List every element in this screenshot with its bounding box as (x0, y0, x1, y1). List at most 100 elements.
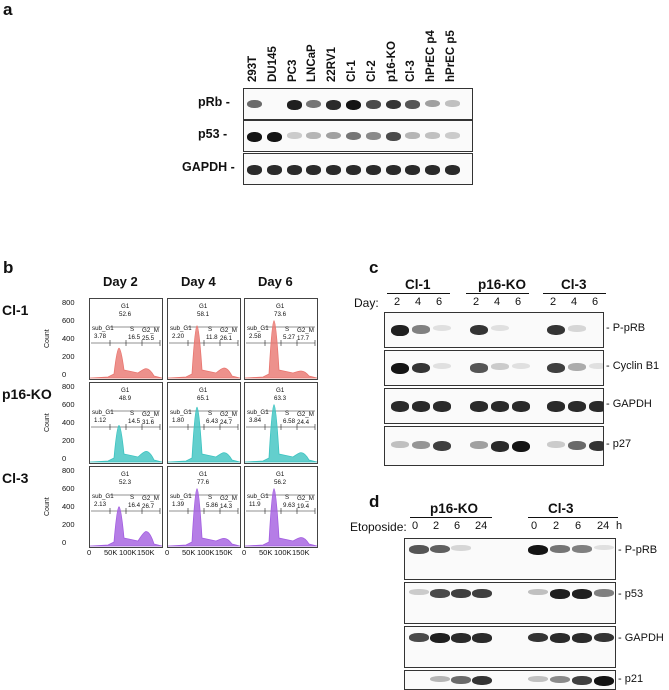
histogram-cell: G1 56.2 sub_G1 11.9 S 9.63 G2_M 19.4 (244, 466, 318, 548)
day-number: 4 (415, 296, 422, 308)
gate-g1-value: 48.9 (119, 395, 132, 402)
gate-sub-label: sub_G1 (92, 325, 114, 332)
band (412, 363, 430, 374)
histogram-cell: G1 58.1 sub_G1 2.20 S 11.8 G2_M 26.1 (167, 298, 241, 380)
y-tick-label: 800 (62, 298, 75, 307)
lane-label: p16-KO (385, 41, 398, 82)
gate-brackets (91, 410, 161, 430)
histogram-area (168, 325, 240, 379)
gate-sub-label: sub_G1 (170, 493, 192, 500)
gate-g1-value: 58.1 (197, 311, 210, 318)
band (365, 165, 381, 175)
histogram-plot (90, 410, 162, 463)
gate-brackets (246, 494, 316, 514)
group-bar (410, 517, 492, 518)
band (470, 441, 488, 449)
band (430, 545, 450, 554)
gate-sub-label: sub_G1 (247, 409, 269, 416)
band (568, 363, 586, 371)
histogram-area (245, 320, 317, 379)
band (470, 325, 488, 336)
lane-label: Cl-3 (405, 60, 418, 82)
blot-strip (243, 120, 473, 152)
histogram-area (168, 488, 240, 547)
gate-g1-label: G1 (276, 387, 285, 394)
y-tick-label: 400 (62, 502, 75, 511)
group-label: p16-KO (430, 501, 479, 516)
y-tick-label: 800 (62, 382, 75, 391)
band (445, 165, 460, 175)
blot-row-label: - p27 (606, 438, 632, 450)
x-tick-label: 100K (119, 548, 137, 557)
band (409, 633, 429, 642)
band (550, 545, 570, 553)
band (512, 363, 530, 370)
day-number: 4 (494, 296, 501, 308)
group-label: p16-KO (478, 277, 527, 292)
band (326, 165, 342, 175)
day-number: 2 (550, 296, 557, 308)
band (385, 132, 401, 141)
band (594, 676, 614, 686)
band (405, 100, 421, 109)
time-unit: h (616, 520, 623, 532)
band (594, 545, 614, 551)
group-bar (387, 293, 450, 294)
gate-g1-label: G1 (121, 303, 130, 310)
gate-sub-value: 1.39 (172, 501, 185, 508)
x-tick-label: 150K (137, 548, 155, 557)
y-tick-label: 400 (62, 418, 75, 427)
band (547, 325, 565, 336)
band (572, 545, 592, 553)
gate-g2-value: 26.7 (142, 503, 155, 510)
group-label: Cl-3 (561, 277, 587, 292)
band (572, 633, 592, 643)
band (433, 325, 451, 332)
gate-brackets (169, 326, 239, 346)
histogram-cell: G1 77.6 sub_G1 1.39 S 5.86 G2_M 14.3 (167, 466, 241, 548)
gate-sub-label: sub_G1 (247, 493, 269, 500)
band (425, 132, 441, 139)
row-label: p16-KO (2, 386, 52, 402)
gate-g2-label: G2_M (297, 411, 314, 418)
gate-g1-value: 52.6 (119, 311, 132, 318)
lane-label: hPrEC p4 (425, 30, 438, 82)
band (326, 100, 342, 110)
band (433, 441, 451, 451)
gate-s-value: 16.5 (128, 334, 141, 341)
gate-s-value: 11.8 (206, 334, 218, 341)
gate-g1-value: 73.6 (274, 311, 287, 318)
band (528, 545, 548, 555)
gate-sub-value: 3.84 (249, 417, 262, 424)
band (385, 165, 401, 175)
gate-g2-label: G2_M (297, 327, 314, 334)
panel-c-label: c (369, 258, 379, 277)
y-tick-label: 0 (62, 538, 67, 547)
gate-g2-value: 24.7 (220, 419, 233, 426)
time-point: 24 (475, 520, 488, 532)
gate-s-value: 5.27 (283, 334, 296, 341)
blot-row-label: - Cyclin B1 (606, 360, 660, 372)
gate-g1-label: G1 (276, 303, 285, 310)
gate-sub-value: 1.80 (172, 417, 185, 424)
gate-g1-label: G1 (276, 471, 285, 478)
day-number: 2 (473, 296, 480, 308)
blot-strip (384, 350, 604, 386)
gate-g1-value: 65.1 (197, 395, 210, 402)
x-tick-label: 50K (259, 548, 273, 557)
gate-g2-value: 25.5 (142, 335, 155, 342)
histogram-plot (90, 326, 162, 379)
band (589, 401, 603, 412)
lane-label: Cl-2 (365, 60, 378, 82)
lane-label: DU145 (266, 46, 279, 82)
histogram-area (90, 347, 162, 379)
gate-s-value: 6.43 (206, 418, 219, 425)
blot-row-label: - GAPDH (606, 398, 652, 410)
x-tick-label: 0 (242, 548, 247, 557)
lane-label: LNCaP (306, 44, 319, 82)
gate-g2-value: 14.3 (220, 503, 233, 510)
band (286, 132, 302, 139)
blot-row-label: GAPDH - (182, 160, 235, 174)
gate-brackets (246, 326, 316, 346)
blot-row-label: - p53 (618, 588, 644, 600)
